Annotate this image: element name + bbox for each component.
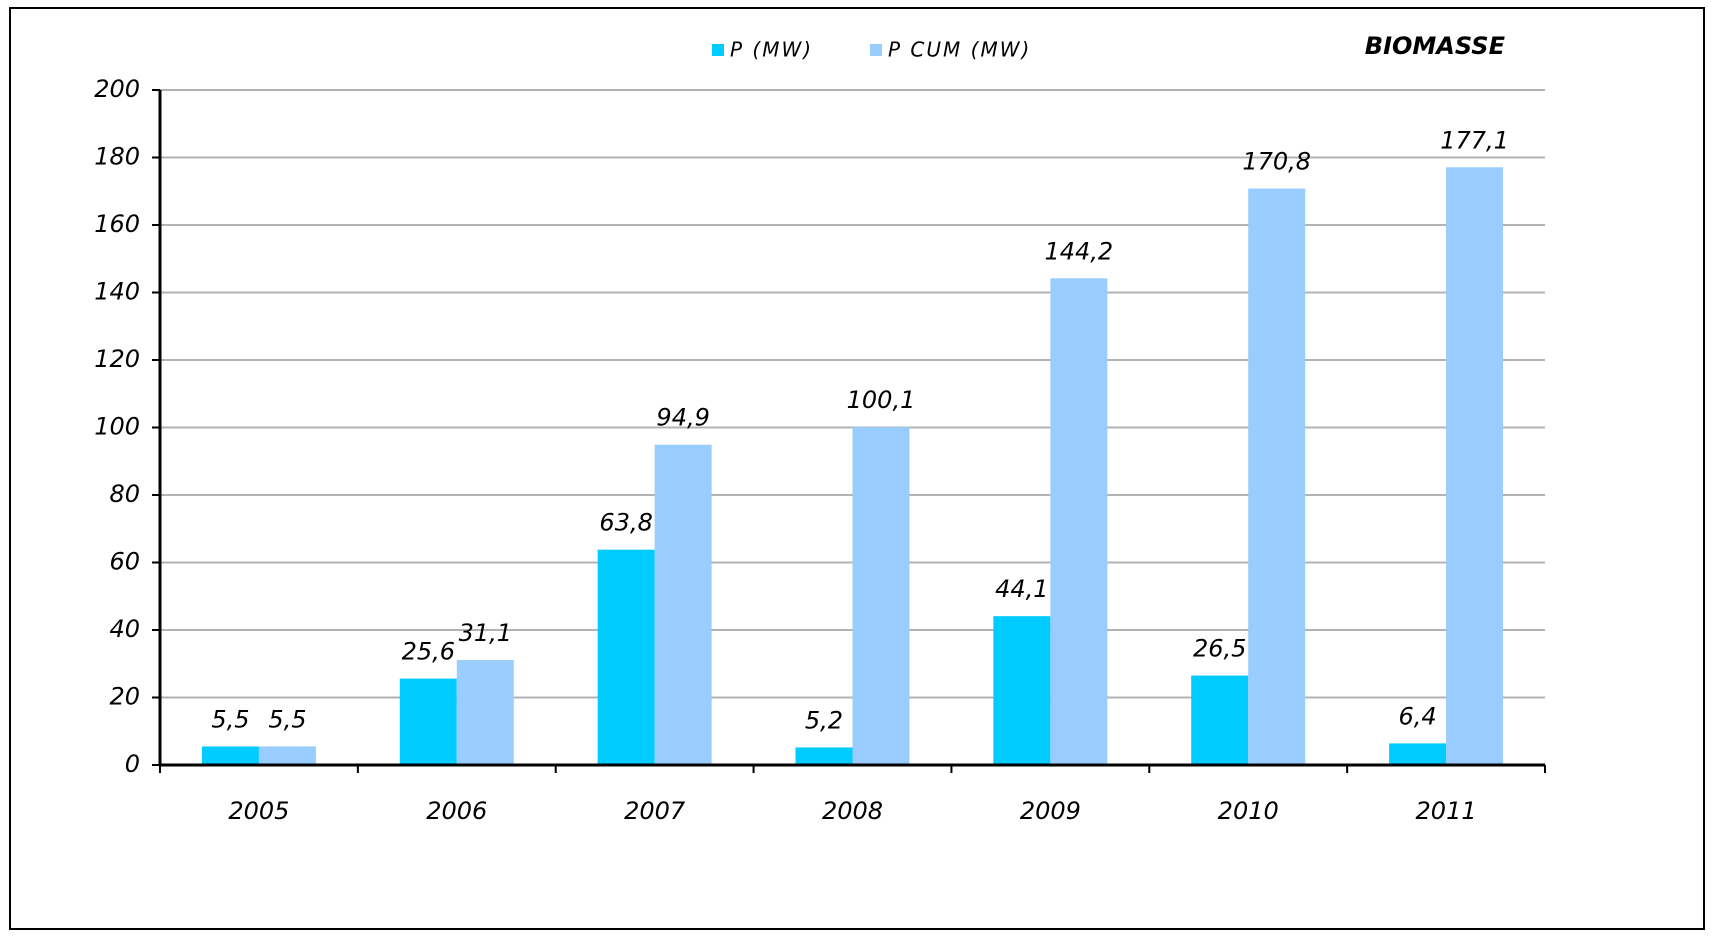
x-tick-label: 2006	[426, 797, 487, 825]
value-label: 5,5	[211, 705, 249, 733]
bar	[1389, 743, 1447, 765]
x-tick-label: 2009	[1020, 797, 1081, 825]
value-label: 94,9	[656, 404, 709, 432]
bar	[1191, 675, 1249, 765]
y-tick-label: 0	[125, 750, 140, 778]
y-tick-label: 180	[94, 143, 140, 171]
value-label: 44,1	[995, 575, 1048, 603]
x-tick-label: 2008	[822, 797, 883, 825]
chart-title: BIOMASSE	[1365, 32, 1506, 60]
bar	[1050, 278, 1108, 765]
y-tick-label: 160	[94, 210, 140, 238]
value-label: 100,1	[847, 386, 916, 414]
bar	[1248, 188, 1306, 766]
x-tick-label: 2011	[1416, 797, 1477, 825]
value-label: 26,5	[1193, 635, 1246, 663]
legend-swatch	[712, 44, 724, 56]
bar	[597, 549, 655, 765]
legend-swatch	[870, 44, 882, 56]
bar	[852, 427, 910, 765]
legend-label: P (MW)	[730, 38, 813, 62]
bar	[993, 616, 1051, 765]
bar	[201, 746, 259, 765]
value-label: 31,1	[459, 619, 512, 647]
value-label: 144,2	[1044, 237, 1113, 265]
bar	[654, 444, 712, 765]
y-tick-label: 200	[94, 75, 140, 103]
y-tick-label: 100	[94, 413, 140, 441]
bar	[258, 746, 316, 765]
legend-label: P CUM (MW)	[888, 38, 1031, 62]
bar	[399, 678, 457, 765]
value-label: 5,5	[268, 705, 306, 733]
value-label: 5,2	[805, 706, 843, 734]
y-tick-label: 20	[109, 683, 140, 711]
bar	[1446, 167, 1504, 766]
x-tick-label: 2007	[624, 797, 686, 825]
value-label: 170,8	[1242, 148, 1311, 176]
value-label: 25,6	[402, 638, 455, 666]
y-tick-label: 120	[94, 345, 140, 373]
x-tick-label: 2010	[1218, 797, 1279, 825]
bar	[795, 747, 853, 765]
value-label: 177,1	[1440, 126, 1509, 154]
y-tick-label: 80	[109, 480, 140, 508]
y-tick-label: 60	[109, 548, 140, 576]
value-label: 6,4	[1398, 702, 1436, 730]
y-tick-label: 40	[109, 615, 140, 643]
bar	[456, 660, 514, 765]
value-label: 63,8	[599, 509, 652, 537]
y-tick-label: 140	[94, 278, 140, 306]
x-tick-label: 2005	[228, 797, 289, 825]
